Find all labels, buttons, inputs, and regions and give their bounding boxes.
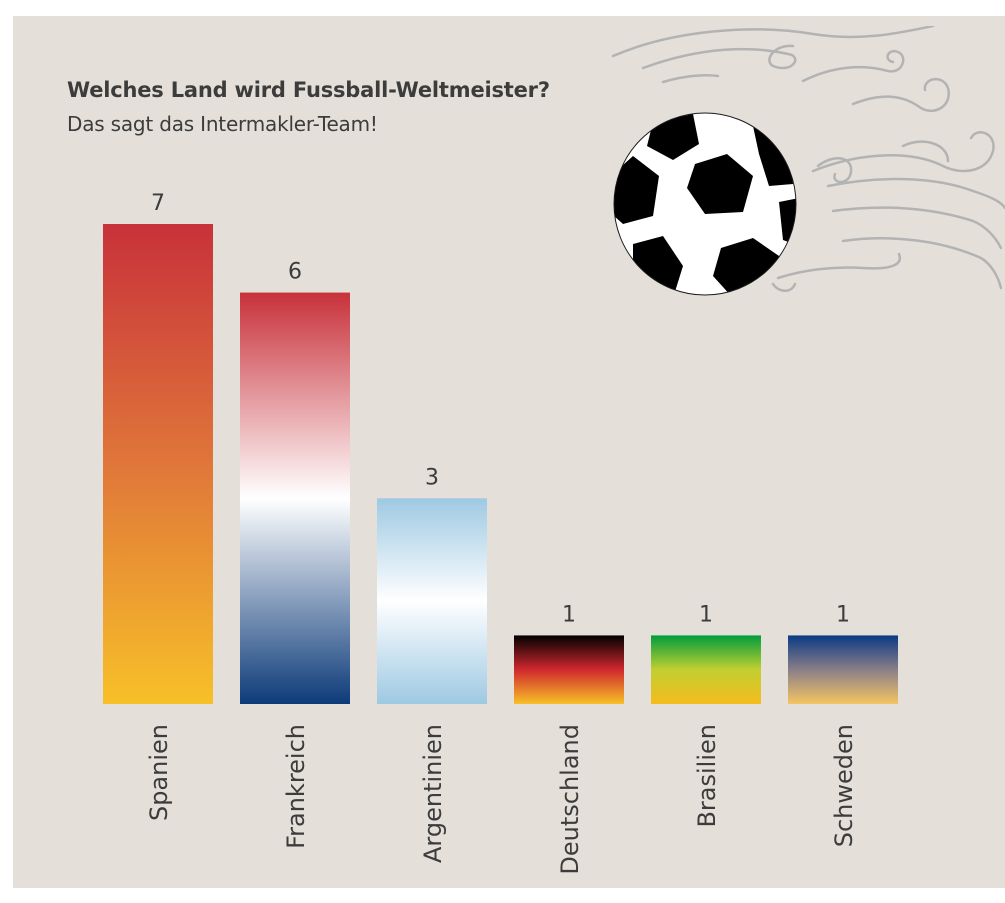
category-label-group: Spanien Frankreich Argentinien Deutschland B… bbox=[145, 724, 858, 875]
bar-schweden bbox=[788, 635, 898, 704]
soccer-ball-icon bbox=[611, 26, 1005, 296]
category-label-deutschland: Deutschland bbox=[556, 724, 584, 875]
value-label-brasilien: 1 bbox=[699, 602, 713, 627]
bar-deutschland bbox=[514, 635, 624, 704]
category-label-schweden: Schweden bbox=[830, 724, 858, 847]
value-label-spanien: 7 bbox=[151, 191, 165, 216]
bar-argentinien bbox=[377, 498, 487, 704]
value-label-frankreich: 6 bbox=[288, 260, 302, 285]
value-label-schweden: 1 bbox=[836, 602, 850, 627]
value-label-argentinien: 3 bbox=[425, 465, 439, 490]
category-label-frankreich: Frankreich bbox=[282, 724, 310, 849]
category-label-brasilien: Brasilien bbox=[693, 724, 721, 828]
bar-group bbox=[103, 224, 898, 704]
chart-title: Welches Land wird Fussball-Weltmeister? bbox=[67, 78, 550, 102]
value-label-deutschland: 1 bbox=[562, 602, 576, 627]
wind-swirl-lines bbox=[611, 26, 1005, 292]
bar-frankreich bbox=[240, 292, 350, 704]
value-label-group: 7 6 3 1 1 1 bbox=[151, 191, 850, 627]
bar-brasilien bbox=[651, 635, 761, 704]
category-label-spanien: Spanien bbox=[145, 724, 173, 821]
category-label-argentinien: Argentinien bbox=[419, 724, 447, 863]
chart-subtitle: Das sagt das Intermakler-Team! bbox=[67, 112, 378, 136]
bar-spanien bbox=[103, 224, 213, 704]
chart-panel: Welches Land wird Fussball-Weltmeister? … bbox=[13, 16, 1005, 888]
bar-chart: 7 6 3 1 1 1 Spanien Frankreich Argentinien Deuts… bbox=[103, 191, 898, 875]
